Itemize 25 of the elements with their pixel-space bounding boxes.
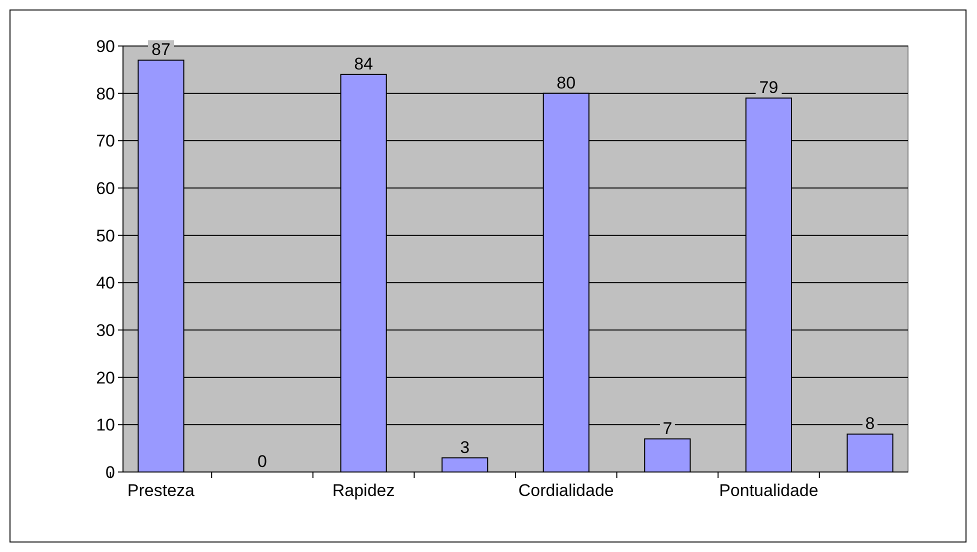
data-label: 79 [759, 78, 778, 98]
bar [644, 438, 691, 472]
data-label: 8 [865, 414, 875, 434]
x-tick-label: Rapidez [332, 481, 395, 500]
y-tick-label: 10 [96, 416, 115, 435]
data-label: 87 [152, 40, 170, 60]
x-tick-label: Cordialidade [518, 481, 614, 500]
y-tick-label: 60 [96, 178, 115, 198]
y-tick-label: 80 [96, 84, 115, 104]
y-tick-label: 50 [96, 226, 115, 246]
data-label: 0 [258, 452, 268, 471]
y-tick-label: 90 [96, 36, 115, 56]
y-tick-label: 30 [96, 320, 115, 340]
bar [846, 434, 894, 472]
data-label: 80 [556, 73, 576, 92]
data-label: 7 [662, 418, 672, 438]
y-tick-label: 70 [96, 132, 115, 151]
y-tick-label: 40 [96, 274, 115, 293]
data-label: 84 [354, 54, 374, 74]
x-tick-label: Pontualidade [719, 481, 818, 500]
data-label: 3 [460, 438, 470, 457]
x-tick-label: Presteza [127, 481, 196, 500]
bar [442, 457, 488, 472]
y-tick-label: 0 [106, 462, 115, 482]
y-tick-label: 20 [96, 368, 115, 388]
